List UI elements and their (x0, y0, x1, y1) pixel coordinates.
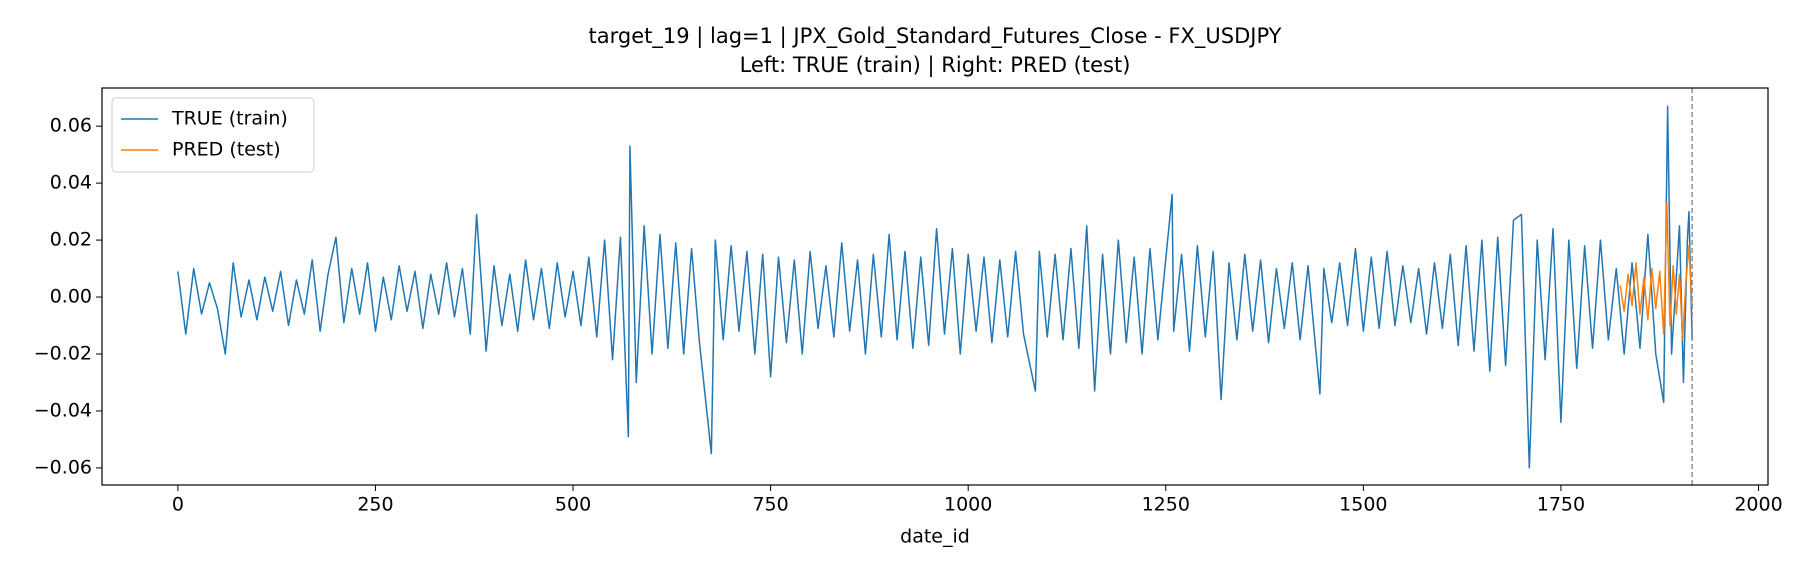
x-axis-label: date_id (900, 526, 970, 548)
plot-frame (101, 87, 1769, 486)
chart-title: target_19 | lag=1 | JPX_Gold_Standard_Fu… (589, 24, 1282, 49)
y-tick-label: 0.00 (50, 286, 92, 308)
x-tick-label: 500 (555, 494, 591, 516)
x-tick-label: 1000 (944, 494, 992, 516)
y-tick-label: 0.02 (50, 229, 92, 251)
x-tick-label: 1250 (1142, 494, 1190, 516)
y-tick-label: −0.04 (34, 399, 92, 421)
x-tick-label: 0 (172, 494, 184, 516)
x-tick-label: 2000 (1734, 494, 1782, 516)
y-tick-label: 0.06 (50, 115, 92, 137)
x-tick-label: 750 (752, 494, 788, 516)
line-series (177, 105, 1693, 469)
x-tick-label: 250 (357, 494, 393, 516)
legend-box (111, 97, 315, 173)
x-tick-label: 1500 (1339, 494, 1387, 516)
legend-label: PRED (test) (172, 139, 281, 161)
y-tick-label: −0.06 (34, 456, 92, 478)
chart-subtitle: Left: TRUE (train) | Right: PRED (test) (740, 53, 1131, 78)
x-tick-label: 1750 (1537, 494, 1585, 516)
legend-label: TRUE (train) (171, 108, 288, 130)
line-series (1619, 202, 1693, 341)
y-tick-label: −0.02 (34, 342, 92, 364)
y-tick-label: 0.04 (50, 172, 92, 194)
